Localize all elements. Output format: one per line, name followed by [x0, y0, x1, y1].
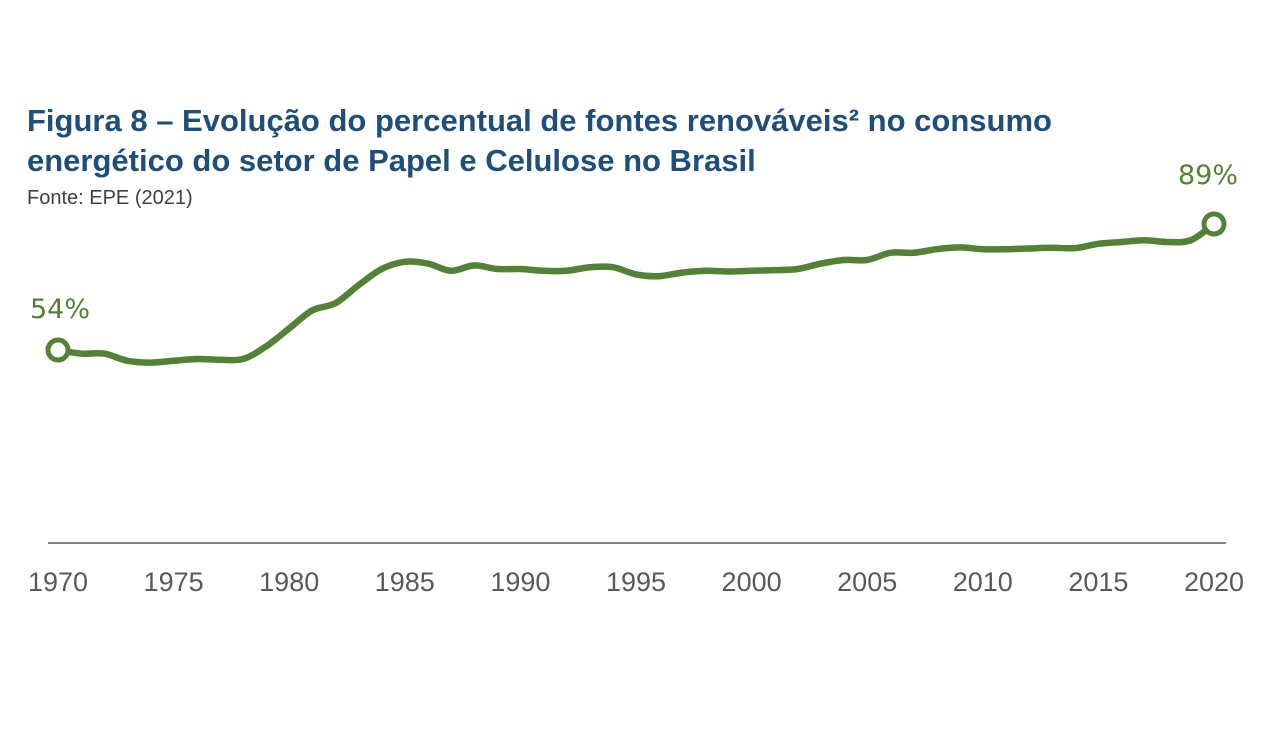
x-tick-label-1970: 1970	[28, 567, 88, 597]
end-point-marker	[1201, 211, 1227, 237]
end-data-label: 89%	[1178, 160, 1238, 191]
x-tick-label-2015: 2015	[1068, 567, 1128, 597]
x-tick-label-1975: 1975	[144, 567, 204, 597]
x-tick-label-2020: 2020	[1184, 567, 1244, 597]
chart-source: Fonte: EPE (2021)	[27, 187, 193, 209]
x-tick-label-2005: 2005	[837, 567, 897, 597]
chart-title: Figura 8 – Evolução do percentual de fon…	[27, 101, 1227, 181]
series-line	[54, 220, 1218, 366]
start-point-marker	[45, 337, 71, 363]
x-tick-label-2000: 2000	[722, 567, 782, 597]
x-tick-label-2010: 2010	[953, 567, 1013, 597]
x-tick-label-1985: 1985	[375, 567, 435, 597]
x-tick-label-1980: 1980	[259, 567, 319, 597]
x-tick-labels: 1970 1975 1980 1985 1990 1995 2000 2005 2010 2015…	[28, 567, 1244, 597]
x-tick-label-1990: 1990	[490, 567, 550, 597]
x-tick-label-1995: 1995	[606, 567, 666, 597]
chart-title-line1: Figura 8 – Evolução do percentual de fon…	[27, 103, 1052, 138]
chart-title-line2: energético do setor de Papel e Celulose …	[27, 143, 756, 178]
start-data-label: 54%	[30, 294, 90, 325]
